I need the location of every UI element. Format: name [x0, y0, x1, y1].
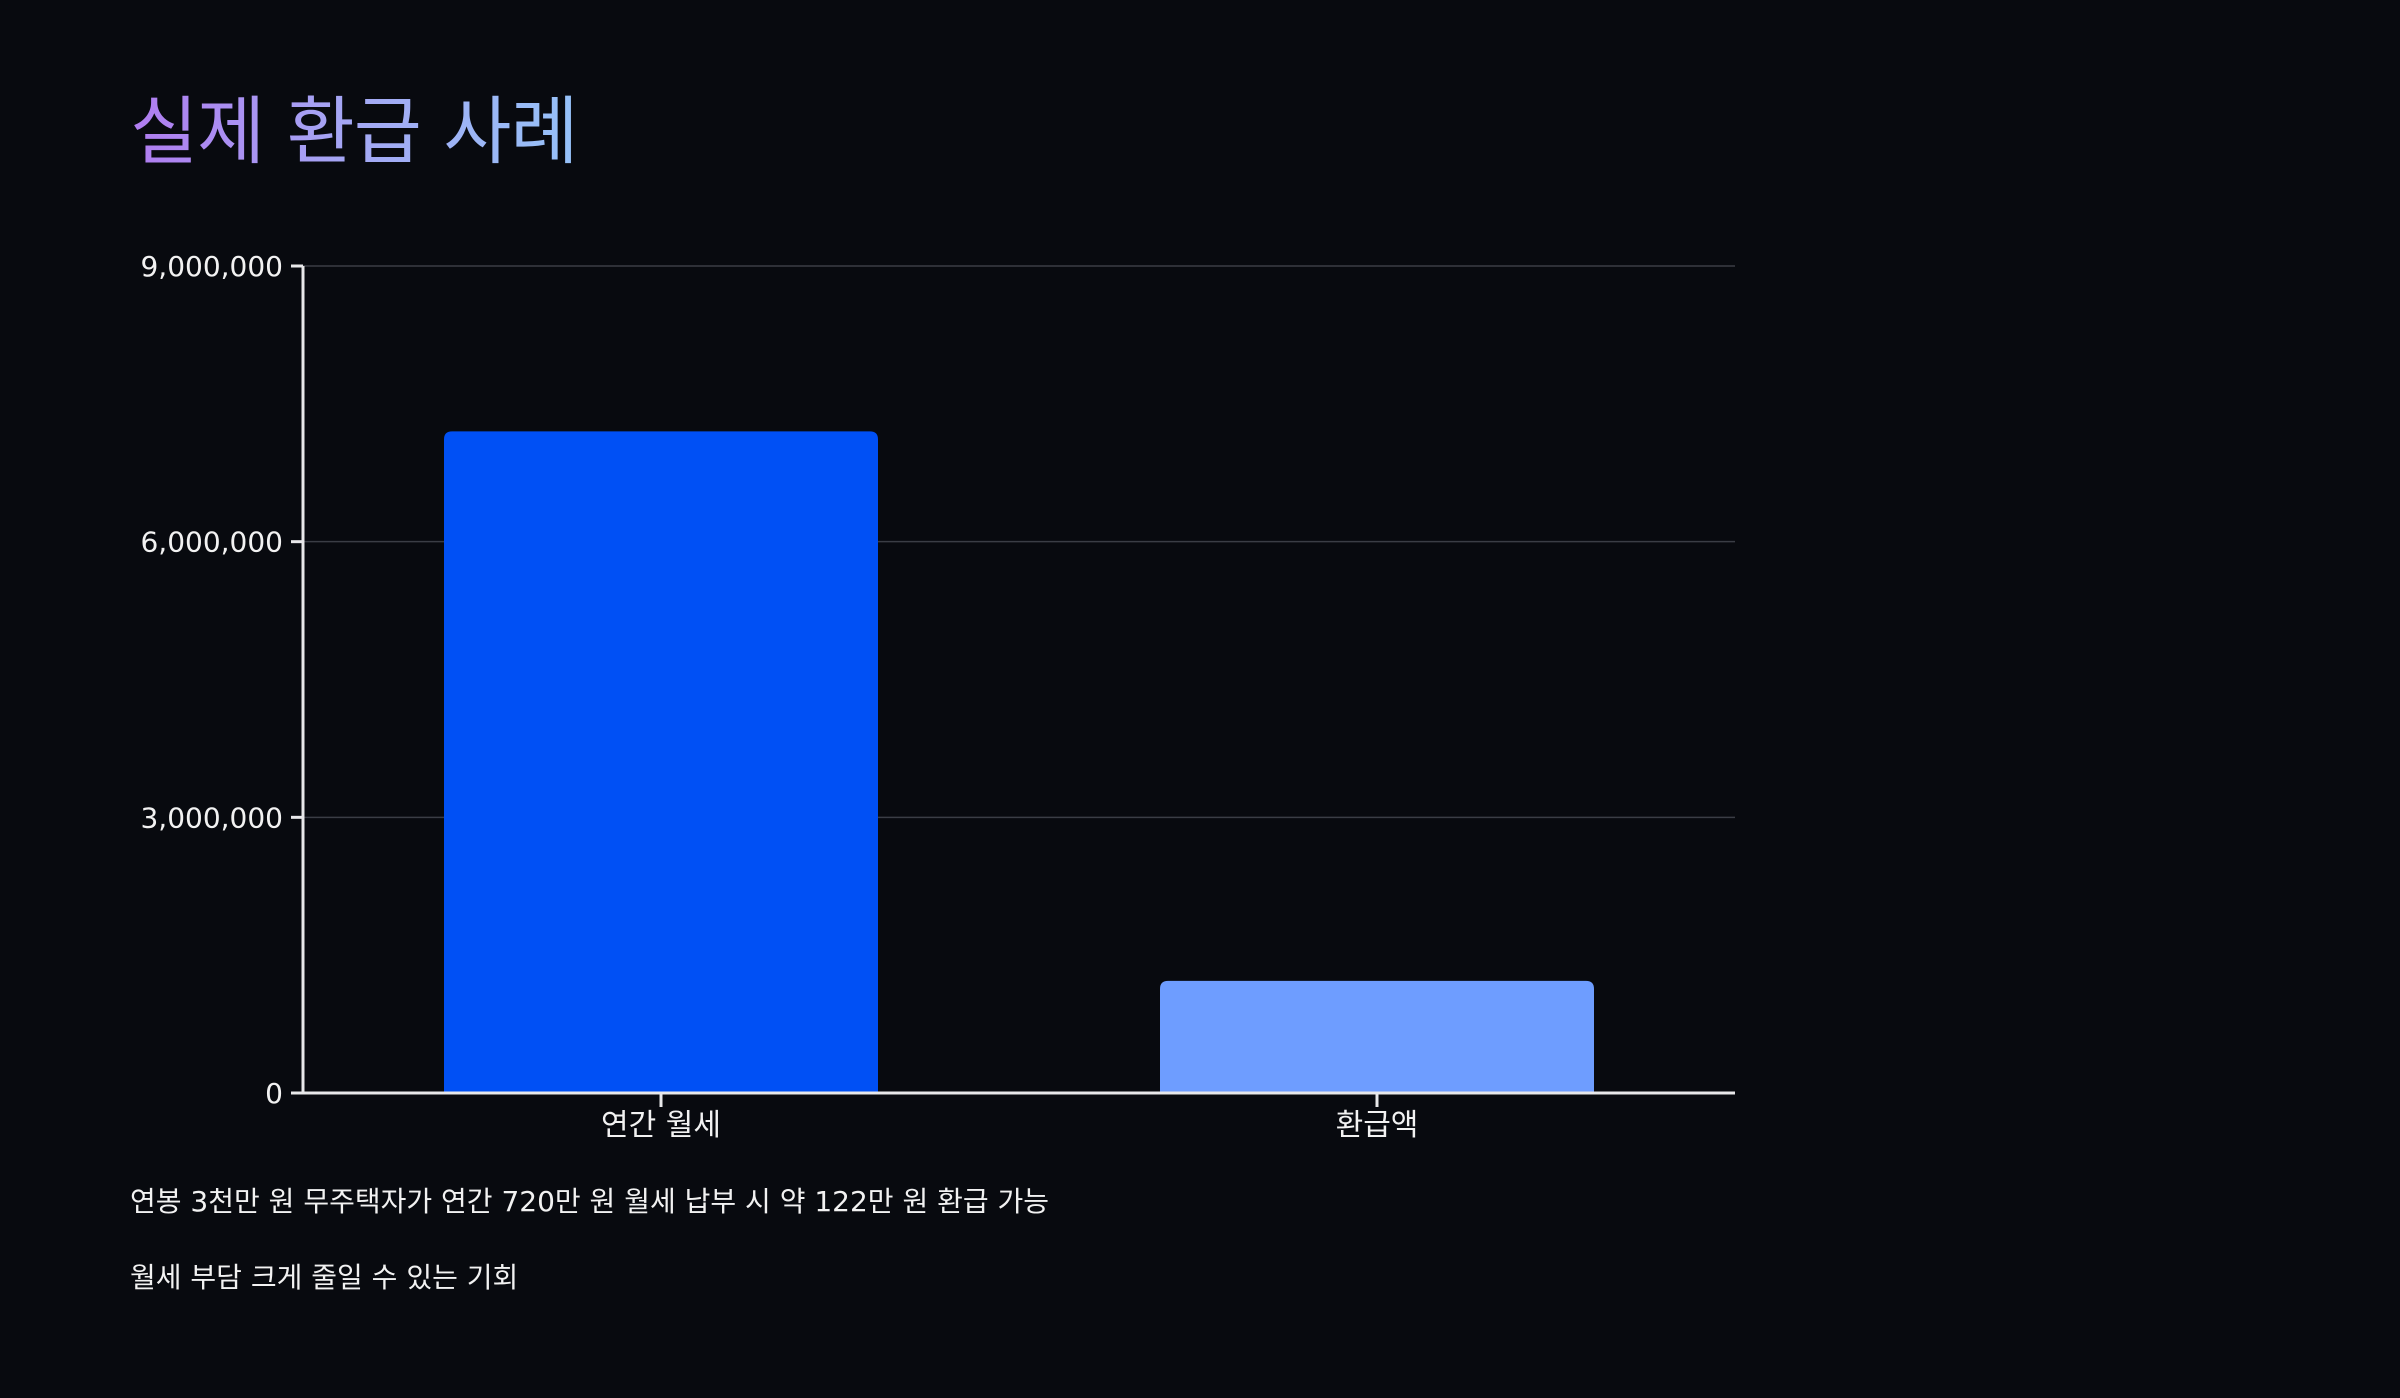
y-tick-label: 0	[265, 1077, 283, 1110]
bar	[1160, 980, 1594, 1093]
y-tick-label: 6,000,000	[140, 526, 283, 559]
page-title: 실제 환급 사례	[130, 89, 579, 175]
bar	[444, 431, 878, 1093]
x-tick-label: 연간 월세	[601, 1108, 721, 1143]
y-tick-label: 3,000,000	[140, 801, 283, 834]
note-text: 연봉 3천만 원 무주택자가 연간 720만 원 월세 납부 시 약 122만 …	[130, 1185, 1050, 1218]
chart-labels: 0 3,000,000 6,000,000 9,000,000 연간 월세 환급액	[140, 250, 1418, 1143]
note-text: 월세 부담 크게 줄일 수 있는 기회	[130, 1261, 519, 1294]
chart-axes	[291, 264, 1735, 1107]
y-tick-label: 9,000,000	[140, 250, 283, 283]
chart-bars	[444, 431, 1594, 1093]
x-tick-label: 환급액	[1336, 1108, 1419, 1143]
